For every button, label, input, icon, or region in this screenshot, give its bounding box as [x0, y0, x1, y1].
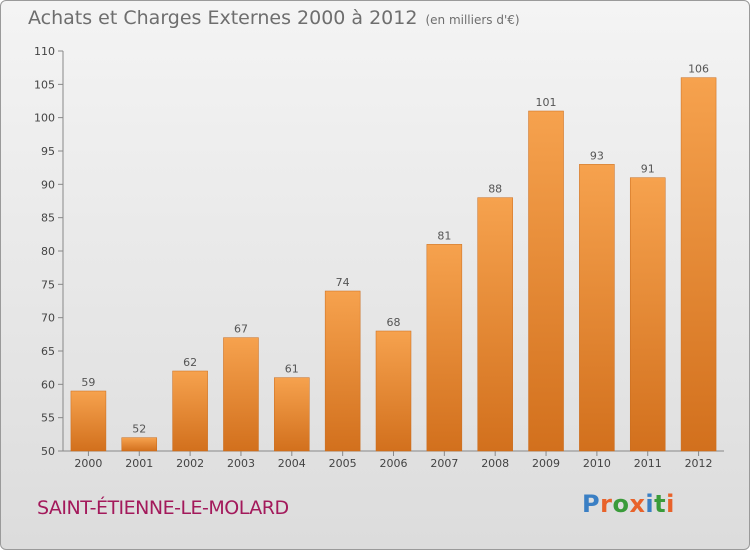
logo-letter: r [600, 490, 613, 518]
bar [629, 177, 666, 452]
y-tick-label: 70 [41, 312, 55, 325]
y-tick-label: 90 [41, 178, 55, 191]
proxiti-logo: Proxiti [582, 490, 675, 518]
bar [375, 330, 412, 452]
data-label: 59 [81, 376, 95, 389]
data-label: 67 [234, 323, 248, 336]
data-label: 62 [183, 356, 197, 369]
data-label: 74 [336, 276, 350, 289]
data-label: 93 [590, 149, 604, 162]
bar [426, 244, 463, 452]
data-label: 91 [641, 163, 655, 176]
x-tick-label: 2002 [176, 457, 204, 470]
y-tick-label: 105 [34, 78, 55, 91]
data-label: 81 [437, 229, 451, 242]
x-tick-label: 2010 [583, 457, 611, 470]
bar [528, 110, 564, 452]
place-name: SAINT-ÉTIENNE-LE-MOLARD [37, 497, 289, 519]
data-label: 52 [132, 423, 146, 436]
x-tick-label: 2004 [278, 457, 306, 470]
y-tick-label: 80 [41, 245, 55, 258]
y-tick-label: 100 [34, 112, 55, 125]
x-tick-label: 2005 [329, 457, 357, 470]
logo-letter: P [582, 490, 601, 518]
chart-title-block: Achats et Charges Externes 2000 à 2012 (e… [28, 7, 520, 29]
x-tick-label: 2009 [532, 457, 560, 470]
data-label: 106 [688, 63, 709, 76]
bar [324, 290, 361, 452]
logo-letter: t [654, 490, 667, 518]
logo-letter: o [612, 490, 630, 518]
y-tick-label: 60 [41, 378, 55, 391]
bar [70, 390, 107, 452]
x-tick-label: 2000 [74, 457, 102, 470]
data-label: 88 [488, 183, 502, 196]
bar [223, 337, 259, 452]
x-tick-label: 2006 [380, 457, 408, 470]
x-tick-label: 2007 [430, 457, 458, 470]
y-tick-label: 95 [41, 145, 55, 158]
y-tick-label: 85 [41, 212, 55, 225]
data-label: 61 [285, 363, 299, 376]
bar [172, 370, 208, 452]
y-tick-label: 65 [41, 345, 55, 358]
bar [477, 197, 513, 452]
x-tick-label: 2008 [481, 457, 509, 470]
x-tick-label: 2003 [227, 457, 255, 470]
logo-letter: x [629, 490, 646, 518]
x-tick-label: 2011 [634, 457, 662, 470]
logo-letter: i [645, 490, 655, 518]
bar [579, 164, 615, 452]
x-tick-label: 2001 [125, 457, 153, 470]
y-tick-label: 55 [41, 412, 55, 425]
logo-letter: i [666, 490, 675, 518]
bar [680, 77, 717, 452]
chart-title: Achats et Charges Externes 2000 à 2012 [28, 7, 418, 29]
bar [274, 377, 310, 452]
x-tick-label: 2012 [685, 457, 713, 470]
data-label: 68 [387, 316, 401, 329]
y-tick-label: 110 [34, 45, 55, 58]
chart-unit: (en milliers d'€) [425, 13, 520, 27]
y-tick-label: 75 [41, 278, 55, 291]
bar [121, 437, 158, 452]
y-tick-label: 50 [41, 445, 55, 458]
data-label: 101 [536, 96, 557, 109]
